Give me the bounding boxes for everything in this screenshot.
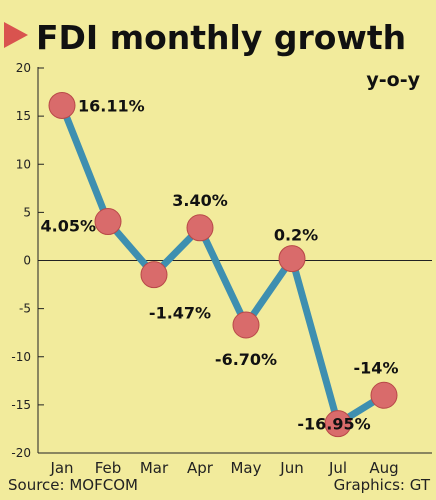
y-tick-label: 20 [16, 61, 31, 75]
data-label: 16.11% [78, 96, 145, 115]
x-tick-label: Jan [49, 459, 73, 477]
data-point [370, 381, 398, 409]
data-point [140, 261, 168, 289]
data-label: 0.2% [274, 226, 318, 245]
x-tick-label: Mar [140, 459, 169, 477]
x-tick-label: Aug [369, 459, 398, 477]
y-axis-ticks: 20 15 10 5 0 -5 -10 -15 -20 [11, 61, 44, 460]
x-tick-label: Jul [328, 459, 347, 477]
series-fdi [48, 91, 398, 438]
y-tick-label: 5 [23, 205, 31, 219]
x-tick-label: Feb [95, 459, 122, 477]
data-label: 4.05% [40, 217, 96, 236]
x-axis-ticks: Jan Feb Mar Apr May Jun Jul Aug [49, 459, 398, 477]
y-tick-label: -20 [11, 446, 31, 460]
source-note: Source: MOFCOM [8, 476, 138, 494]
x-tick-label: Jun [279, 459, 303, 477]
unit-label: y-o-y [366, 69, 420, 91]
y-tick-label: -5 [19, 302, 31, 316]
graphics-credit: Graphics: GT [334, 476, 431, 494]
data-label: -1.47% [149, 304, 211, 323]
y-tick-label: -15 [11, 398, 31, 412]
data-point [94, 208, 122, 236]
x-tick-label: May [230, 459, 261, 477]
data-point [324, 410, 352, 438]
title-triangle-icon [4, 22, 28, 48]
x-tick-label: Apr [187, 459, 214, 477]
y-tick-label: -10 [11, 350, 31, 364]
data-labels: 16.11% 4.05% -1.47% 3.40% -6.70% 0.2% -16.95% -… [40, 96, 398, 433]
data-label: 3.40% [172, 191, 228, 210]
series-line [58, 101, 388, 428]
data-point [232, 311, 260, 339]
y-tick-label: 10 [16, 157, 31, 171]
y-tick-label: 0 [23, 254, 31, 268]
y-tick-label: 15 [16, 109, 31, 123]
data-label: -14% [354, 358, 399, 377]
data-point [278, 245, 306, 273]
data-point [48, 91, 76, 119]
data-point [186, 214, 214, 242]
data-label: -6.70% [215, 350, 277, 369]
data-label: -16.95% [297, 415, 370, 434]
chart-title: FDI monthly growth [36, 18, 406, 57]
